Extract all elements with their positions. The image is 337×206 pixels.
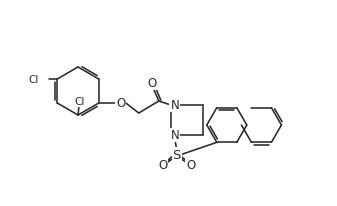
- Text: O: O: [116, 97, 125, 110]
- Text: O: O: [158, 159, 167, 172]
- Text: N: N: [171, 129, 179, 142]
- Text: N: N: [171, 99, 179, 112]
- Text: S: S: [173, 149, 181, 162]
- Text: Cl: Cl: [75, 97, 85, 107]
- Text: Cl: Cl: [29, 75, 39, 85]
- Text: O: O: [147, 77, 156, 90]
- Text: O: O: [186, 159, 195, 172]
